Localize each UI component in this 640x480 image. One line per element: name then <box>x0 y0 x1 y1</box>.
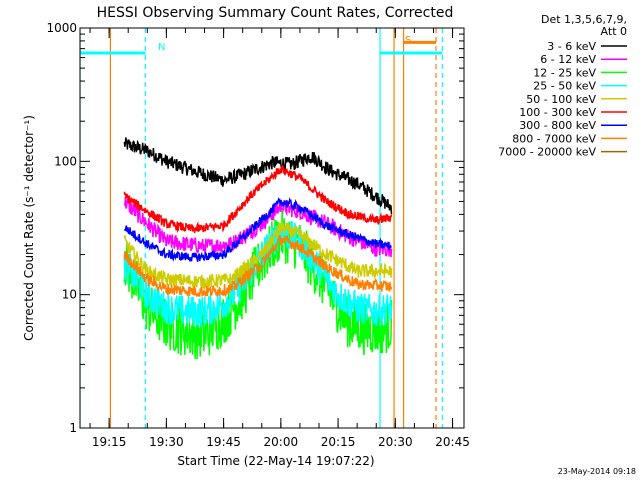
legend-label: 12 - 25 keV <box>533 66 596 79</box>
x-axis: 19:15 19:30 19:45 20:00 20:15 20:30 20:45 <box>89 28 470 449</box>
y-tick-label: 1 <box>69 421 77 435</box>
x-tick-label: 20:00 <box>264 435 299 449</box>
series-line <box>123 196 392 262</box>
legend-label: 3 - 6 keV <box>547 40 596 53</box>
y-tick-label: 1000 <box>46 21 77 35</box>
legend-label: 50 - 100 keV <box>526 93 596 106</box>
y-axis-title: Corrected Count Rate (s⁻¹ detector⁻¹) <box>22 115 36 341</box>
legend-label: 800 - 7000 keV <box>512 132 596 145</box>
legend-header: Att 0 <box>601 25 627 38</box>
series-line <box>123 234 393 298</box>
x-tick-label: 19:30 <box>149 435 184 449</box>
legend-label: 100 - 300 keV <box>519 106 596 119</box>
series-line <box>123 221 393 291</box>
plot-frame <box>79 27 465 429</box>
y-tick-label: 10 <box>62 288 77 302</box>
x-tick-label: 19:45 <box>206 435 241 449</box>
y-axis: 1 10 100 1000 <box>46 21 464 435</box>
marker-label: N <box>158 42 165 53</box>
marker-label: S <box>405 35 411 46</box>
series-line <box>123 137 393 215</box>
legend-label: 25 - 50 keV <box>533 80 596 93</box>
timestamp: 23-May-2014 09:18 <box>558 467 636 476</box>
legend-label: 7000 - 20000 keV <box>498 146 596 159</box>
x-tick-label: 20:15 <box>321 435 356 449</box>
chart-title: HESSI Observing Summary Count Rates, Cor… <box>97 5 454 21</box>
series-line <box>123 164 393 234</box>
x-tick-label: 20:30 <box>378 435 413 449</box>
legend-label: 300 - 800 keV <box>519 119 596 132</box>
y-tick-label: 100 <box>54 154 77 168</box>
legend-label: 6 - 12 keV <box>540 53 596 66</box>
x-tick-label: 20:45 <box>435 435 470 449</box>
x-tick-label: 19:15 <box>92 435 127 449</box>
x-axis-title: Start Time (22-May-14 19:07:22) <box>177 454 374 468</box>
legend-header: Det 1,3,5,6,7,9, <box>541 13 627 26</box>
